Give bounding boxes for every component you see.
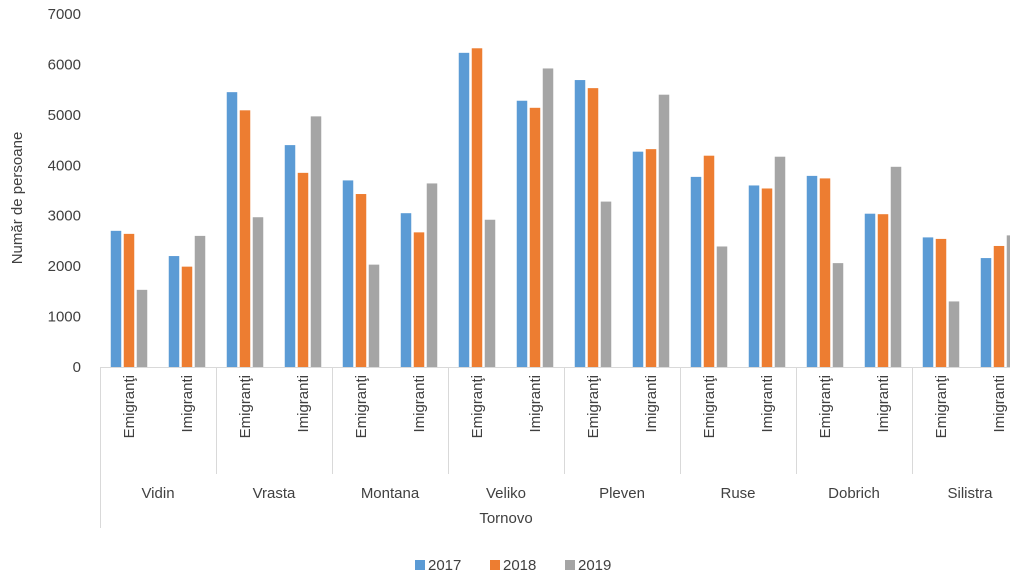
x-group-label: Pleven [599, 485, 645, 502]
x-subcategory-label: Imigranti [643, 375, 660, 433]
x-subcategory-label: Imigranti [411, 375, 428, 433]
bar-2019-15 [948, 301, 960, 367]
bar-2017-11 [690, 176, 702, 367]
bar-2017-16 [980, 258, 992, 367]
bar-2018-10 [645, 149, 657, 367]
bar-2017-13 [806, 175, 818, 367]
bar-2018-3 [239, 110, 251, 367]
bar-2018-11 [703, 155, 715, 367]
y-tick-label: 2000 [48, 258, 81, 275]
x-group-label: Montana [361, 485, 420, 502]
x-subcategory-label: Emigranţi [469, 375, 486, 438]
x-group-label: Tornovo [479, 510, 532, 527]
bar-2018-6 [413, 232, 425, 367]
y-tick-label: 5000 [48, 107, 81, 124]
bar-2018-12 [761, 188, 773, 367]
bar-2018-5 [355, 194, 367, 367]
y-tick-label: 3000 [48, 208, 81, 225]
y-axis: 0 1000 2000 3000 4000 5000 6000 7000 [48, 6, 81, 376]
x-subcategory-label: Emigranţi [817, 375, 834, 438]
bar-2017-14 [864, 213, 876, 367]
bar-2019-11 [716, 246, 728, 367]
bar-2019-3 [252, 217, 264, 367]
bar-2018-1 [123, 233, 135, 367]
x-subcategory-label: Emigranţi [353, 375, 370, 438]
x-axis: Emigranţi Imigranti Emigranţi Imigranti Emig… [100, 367, 1010, 528]
bar-2019-16 [1006, 235, 1010, 367]
legend-label-2019: 2019 [578, 557, 611, 574]
bar-2017-10 [632, 151, 644, 367]
y-axis-title: Număr de persoane [9, 132, 26, 265]
bar-2017-9 [574, 80, 586, 367]
bar-2018-4 [297, 172, 309, 367]
bar-2018-9 [587, 88, 599, 367]
bars-layer [110, 48, 1010, 368]
x-subcategory-label: Imigranti [295, 375, 312, 433]
bar-2018-8 [529, 107, 541, 368]
bar-2017-6 [400, 213, 412, 367]
bar-2019-10 [658, 94, 670, 367]
y-tick-label: 1000 [48, 309, 81, 326]
y-tick-label: 7000 [48, 6, 81, 23]
legend-swatch-2018 [490, 560, 500, 570]
bar-2018-13 [819, 178, 831, 367]
bar-2017-1 [110, 230, 122, 367]
bar-2019-7 [484, 219, 496, 367]
legend-swatch-2019 [565, 560, 575, 570]
bar-2019-8 [542, 68, 554, 368]
bar-2018-14 [877, 214, 889, 367]
y-tick-label: 0 [73, 359, 81, 376]
bar-2019-9 [600, 201, 612, 367]
x-group-label: Veliko [486, 485, 526, 502]
bar-2019-5 [368, 264, 380, 367]
bar-2017-5 [342, 180, 354, 367]
x-subcategory-label: Emigranţi [585, 375, 602, 438]
legend: 2017 2018 2019 [415, 557, 611, 574]
x-group-label: Ruse [720, 485, 755, 502]
bar-2017-7 [458, 52, 470, 367]
bar-2018-15 [935, 238, 947, 367]
bar-2019-6 [426, 183, 438, 367]
legend-swatch-2017 [415, 560, 425, 570]
bar-2018-16 [993, 245, 1005, 367]
bar-2019-4 [310, 116, 322, 368]
x-subcategory-label: Emigranţi [933, 375, 950, 438]
bar-2017-15 [922, 237, 934, 367]
x-subcategory-label: Emigranţi [121, 375, 138, 438]
bar-2019-13 [832, 263, 844, 367]
x-subcategory-label: Imigranti [875, 375, 892, 433]
x-subcategory-label: Imigranti [991, 375, 1008, 433]
y-tick-label: 6000 [48, 56, 81, 73]
x-subcategory-label: Emigranţi [701, 375, 718, 438]
bar-2017-3 [226, 92, 238, 367]
bar-2019-12 [774, 156, 786, 367]
x-subcategory-label: Imigranti [179, 375, 196, 433]
x-group-label: Vidin [141, 485, 174, 502]
legend-label-2017: 2017 [428, 557, 461, 574]
bar-2017-2 [168, 256, 180, 367]
legend-label-2018: 2018 [503, 557, 536, 574]
x-group-label: Silistra [947, 485, 993, 502]
x-subcategory-label: Imigranti [527, 375, 544, 433]
x-group-label: Dobrich [828, 485, 880, 502]
bar-2017-8 [516, 100, 528, 368]
bar-2017-12 [748, 185, 760, 367]
x-subcategory-label: Emigranţi [237, 375, 254, 438]
bar-2018-2 [181, 266, 193, 367]
bar-2019-1 [136, 289, 148, 367]
bar-2019-14 [890, 166, 902, 367]
bar-2017-4 [284, 145, 296, 367]
x-group-label: Vrasta [253, 485, 296, 502]
x-subcategory-label: Imigranti [759, 375, 776, 433]
bar-2019-2 [194, 235, 206, 367]
y-tick-label: 4000 [48, 157, 81, 174]
bar-2018-7 [471, 48, 483, 367]
